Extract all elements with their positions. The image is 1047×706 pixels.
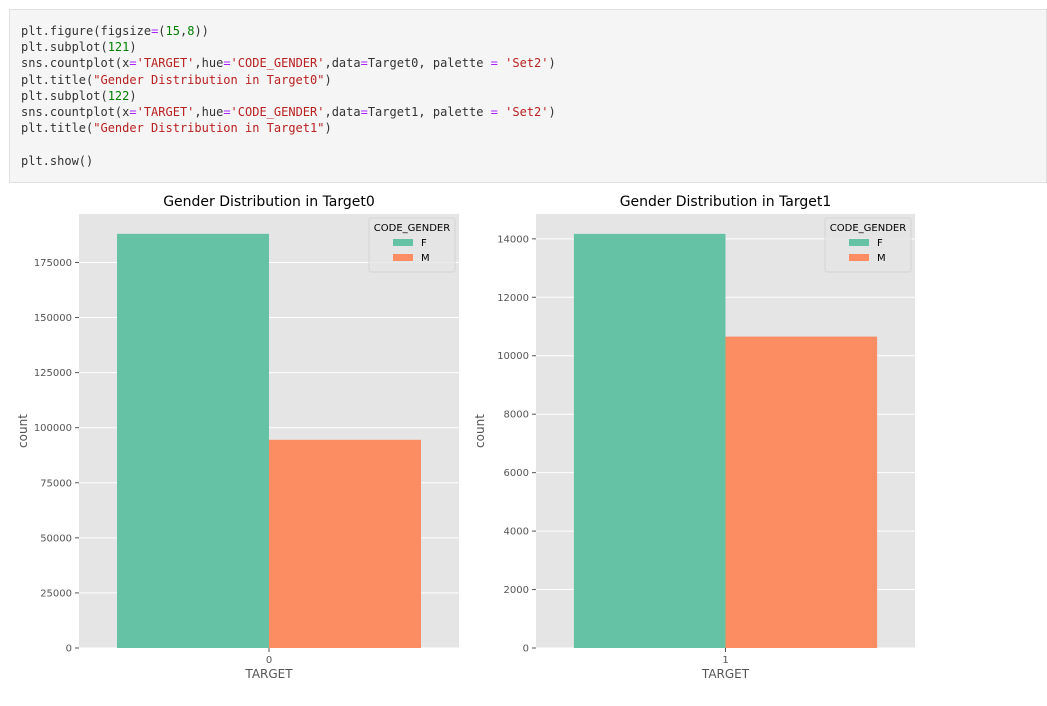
y-tick-label-1-6: 150000 — [34, 313, 72, 324]
y-tick-label-1-7: 175000 — [34, 258, 72, 269]
x-tick-label-1: 0 — [266, 655, 272, 666]
y-tick-label-1-1: 25000 — [40, 588, 72, 599]
bar-2-m — [725, 336, 878, 648]
y-tick-label-2-2: 4000 — [504, 527, 529, 538]
y-tick-label-1-4: 100000 — [34, 423, 72, 434]
code-line-6: sns.countplot(x='TARGET',hue='CODE_GENDE… — [21, 105, 556, 120]
code-line-7: plt.title("Gender Distribution in Target… — [21, 121, 332, 136]
y-axis-label-1: count — [16, 414, 30, 448]
code-line-1: plt.figure(figsize=(15,8)) — [21, 24, 209, 38]
legend-swatch-1-m — [393, 254, 413, 261]
code-line-9: plt.show() — [21, 153, 94, 168]
legend-label-2-f: F — [877, 238, 883, 249]
y-tick-label-2-0: 0 — [523, 644, 529, 655]
chart-output: 0250005000075000100000125000150000175000… — [16, 194, 915, 681]
code-block[interactable]: plt.figure(figsize=(15,8)) plt.subplot(1… — [21, 23, 556, 169]
y-tick-label-2-6: 12000 — [497, 293, 529, 304]
code-line-3: sns.countplot(x='TARGET',hue='CODE_GENDE… — [21, 56, 556, 71]
x-axis-label-1: TARGET — [244, 667, 293, 681]
code-line-2: plt.subplot(121) — [21, 40, 137, 55]
legend-title-2: CODE_GENDER — [830, 223, 906, 234]
y-tick-label-1-2: 50000 — [40, 533, 72, 544]
bar-1-m — [269, 439, 421, 648]
y-tick-label-1-3: 75000 — [40, 478, 72, 489]
legend-title-1: CODE_GENDER — [374, 223, 450, 234]
legend-label-1-m: M — [421, 253, 430, 264]
y-tick-label-1-0: 0 — [66, 644, 72, 655]
y-tick-label-2-7: 14000 — [497, 234, 529, 245]
code-line-4: plt.title("Gender Distribution in Target… — [21, 72, 332, 87]
bar-2-f — [573, 233, 726, 648]
y-tick-label-2-5: 10000 — [497, 351, 529, 362]
y-axis-label-2: count — [473, 414, 487, 448]
legend-swatch-1-f — [393, 239, 413, 246]
legend-label-1-f: F — [421, 238, 427, 249]
y-tick-label-2-4: 8000 — [504, 410, 529, 421]
chart-title-2: Gender Distribution in Target1 — [620, 194, 832, 210]
y-tick-label-1-5: 125000 — [34, 368, 72, 379]
legend-label-2-m: M — [877, 253, 886, 264]
code-line-5: plt.subplot(122) — [21, 88, 137, 103]
chart-title-1: Gender Distribution in Target0 — [163, 194, 375, 210]
legend-swatch-2-f — [849, 239, 869, 246]
x-tick-label-2: 1 — [722, 655, 728, 666]
bar-1-f — [117, 233, 269, 649]
y-tick-label-2-1: 2000 — [504, 585, 529, 596]
legend-swatch-2-m — [849, 254, 869, 261]
y-tick-label-2-3: 6000 — [504, 468, 529, 479]
x-axis-label-2: TARGET — [701, 667, 750, 681]
code-cell[interactable]: plt.figure(figsize=(15,8)) plt.subplot(1… — [9, 9, 1047, 183]
